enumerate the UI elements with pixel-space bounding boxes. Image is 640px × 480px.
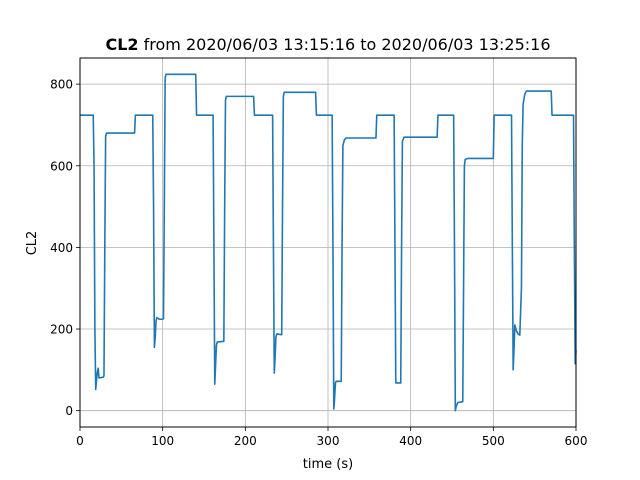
x-tick-label: 100 [151, 434, 174, 448]
x-ticks: 0 100 200 300 400 500 600 [76, 427, 587, 448]
y-tick-label: 200 [50, 323, 73, 337]
y-tick-label: 400 [50, 241, 73, 255]
y-axis-label: CL2 [25, 231, 40, 256]
series-line [80, 73, 577, 412]
y-tick-label: 800 [50, 78, 73, 92]
y-ticks: 0 200 400 600 800 [50, 78, 80, 418]
x-axis-label: time (s) [303, 457, 353, 472]
x-tick-label: 400 [399, 434, 422, 448]
x-tick-label: 500 [482, 434, 505, 448]
x-tick-label: 0 [76, 434, 84, 448]
chart-title-rest: from 2020/06/03 13:15:16 to 2020/06/03 1… [139, 35, 551, 54]
x-tick-label: 600 [565, 434, 588, 448]
chart-title: CL2 from 2020/06/03 13:15:16 to 2020/06/… [105, 35, 550, 54]
x-tick-label: 200 [234, 434, 257, 448]
x-tick-label: 300 [317, 434, 340, 448]
y-tick-label: 600 [50, 159, 73, 173]
chart-title-bold: CL2 [105, 35, 138, 54]
y-tick-label: 0 [65, 404, 73, 418]
series-layer [80, 73, 577, 412]
